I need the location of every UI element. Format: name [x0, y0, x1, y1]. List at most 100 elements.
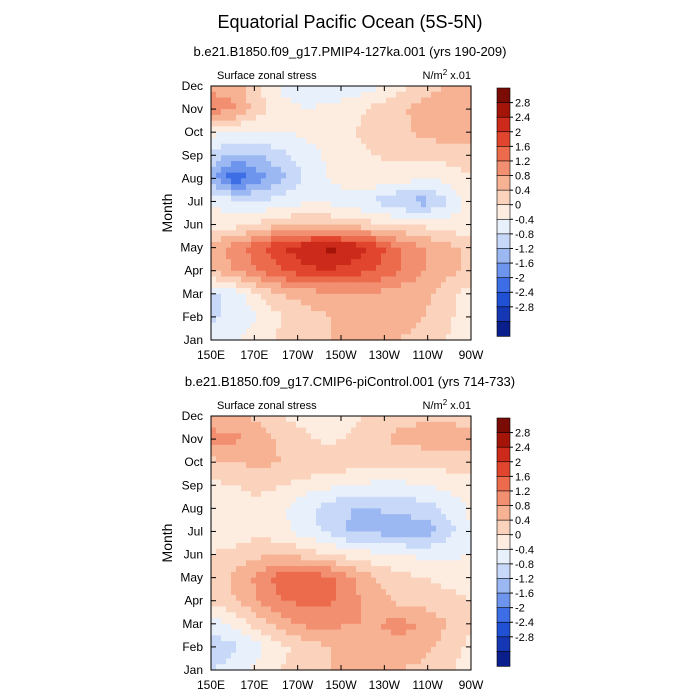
- contour-cell: [381, 97, 387, 104]
- contour-cell: [361, 444, 367, 452]
- contour-cell: [346, 635, 352, 642]
- contour-cell: [336, 166, 342, 174]
- contour-cell: [416, 537, 422, 544]
- contour-cell: [436, 213, 442, 220]
- contour-cell: [461, 450, 467, 458]
- contour-cell: [316, 427, 322, 434]
- contour-cell: [356, 629, 362, 636]
- contour-cell: [321, 97, 327, 104]
- contour-cell: [396, 491, 402, 498]
- contour-cell: [306, 155, 312, 162]
- contour-cell: [316, 259, 322, 266]
- contour-cell: [466, 282, 472, 289]
- contour-cell: [391, 508, 397, 515]
- contour-cell: [396, 560, 402, 567]
- contour-cell: [326, 264, 332, 272]
- contour-cell: [341, 623, 347, 631]
- contour-cell: [261, 218, 267, 226]
- contour-cell: [391, 548, 397, 556]
- contour-cell: [281, 519, 287, 527]
- contour-cell: [271, 213, 277, 220]
- contour-cell: [306, 247, 312, 255]
- contour-cell: [306, 658, 312, 665]
- contour-cell: [331, 126, 337, 133]
- contour-cell: [351, 606, 357, 613]
- contour-cell: [221, 554, 227, 561]
- contour-cell: [296, 583, 302, 590]
- contour-cell: [341, 126, 347, 133]
- contour-cell: [251, 479, 257, 486]
- contour-cell: [426, 201, 432, 208]
- contour-cell: [286, 149, 292, 156]
- contour-cell: [346, 641, 352, 648]
- contour-cell: [226, 178, 232, 185]
- contour-cell: [431, 543, 437, 550]
- contour-cell: [281, 184, 287, 191]
- contour-cell: [416, 316, 422, 324]
- contour-cell: [421, 305, 427, 312]
- contour-cell: [231, 218, 237, 226]
- colorbar-box: [496, 505, 511, 521]
- contour-cell: [221, 311, 227, 318]
- contour-cell: [331, 137, 337, 145]
- contour-cell: [311, 589, 317, 596]
- contour-cell: [356, 583, 362, 590]
- contour-cell: [426, 433, 432, 440]
- contour-cell: [231, 623, 237, 631]
- contour-cell: [311, 155, 317, 162]
- contour-cell: [216, 91, 222, 99]
- contour-cell: [446, 114, 452, 122]
- contour-cell: [216, 641, 222, 648]
- contour-cell: [366, 658, 372, 665]
- contour-cell: [371, 537, 377, 544]
- colorbar-label: 2.8: [515, 428, 530, 440]
- contour-cell: [431, 467, 437, 475]
- contour-cell: [251, 253, 257, 260]
- contour-cell: [371, 241, 377, 249]
- contour-cell: [381, 316, 387, 324]
- contour-cell: [411, 629, 417, 636]
- contour-cell: [391, 334, 397, 341]
- contour-cell: [266, 224, 272, 231]
- contour-cell: [271, 612, 277, 619]
- contour-cell: [361, 299, 367, 306]
- contour-cell: [421, 236, 427, 243]
- contour-cell: [446, 623, 452, 631]
- contour-cell: [316, 264, 322, 272]
- contour-cell: [271, 664, 277, 671]
- contour-cell: [316, 560, 322, 567]
- contour-cell: [456, 439, 462, 446]
- contour-cell: [401, 195, 407, 203]
- contour-cell: [416, 218, 422, 226]
- contour-cell: [411, 201, 417, 208]
- contour-cell: [311, 479, 317, 486]
- contour-cell: [366, 583, 372, 590]
- contour-cell: [331, 201, 337, 208]
- contour-cell: [341, 178, 347, 185]
- contour-cell: [376, 143, 382, 151]
- contour-cell: [216, 334, 222, 341]
- contour-cell: [411, 311, 417, 318]
- contour-cell: [421, 189, 427, 197]
- contour-cell: [221, 224, 227, 231]
- contour-cell: [231, 276, 237, 283]
- contour-cell: [411, 531, 417, 538]
- contour-cell: [331, 560, 337, 567]
- contour-cell: [311, 537, 317, 544]
- contour-cell: [446, 537, 452, 544]
- contour-cell: [411, 236, 417, 243]
- contour-cell: [266, 473, 272, 481]
- contour-cell: [416, 172, 422, 179]
- contour-cell: [411, 502, 417, 509]
- contour-cell: [396, 316, 402, 324]
- contour-cell: [236, 612, 242, 619]
- contour-cell: [316, 571, 322, 579]
- contour-cell: [431, 652, 437, 660]
- contour-cell: [416, 207, 422, 214]
- contour-cell: [246, 270, 252, 278]
- contour-cell: [416, 571, 422, 579]
- contour-cell: [221, 247, 227, 255]
- contour-cell: [306, 178, 312, 185]
- contour-cell: [361, 201, 367, 208]
- contour-cell: [316, 86, 322, 93]
